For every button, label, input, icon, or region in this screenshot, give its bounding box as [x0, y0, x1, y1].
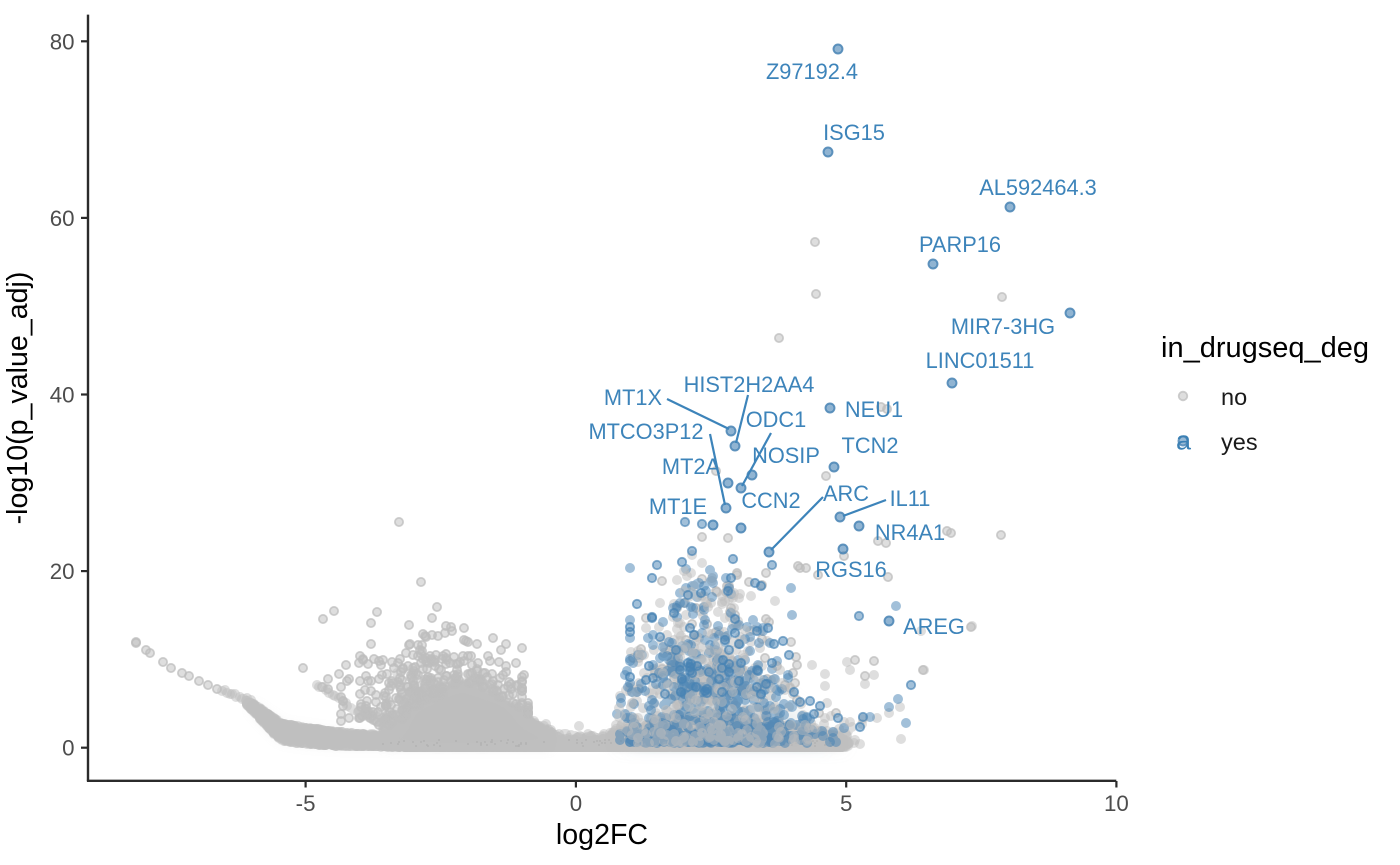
svg-text:Z97192.4: Z97192.4: [766, 59, 858, 84]
svg-text:TCN2: TCN2: [842, 433, 899, 458]
svg-text:MT1E: MT1E: [649, 494, 707, 519]
svg-text:MTCO3P12: MTCO3P12: [588, 419, 703, 444]
svg-text:10: 10: [1104, 791, 1129, 816]
svg-text:RGS16: RGS16: [815, 557, 886, 582]
svg-text:MIR7-3HG: MIR7-3HG: [951, 314, 1055, 339]
svg-text:MT1X: MT1X: [604, 385, 663, 410]
svg-text:MT2A: MT2A: [662, 454, 721, 479]
svg-text:ODC1: ODC1: [746, 407, 807, 432]
svg-text:20: 20: [50, 559, 75, 584]
svg-text:ISG15: ISG15: [823, 120, 885, 145]
svg-text:40: 40: [50, 383, 75, 408]
svg-text:80: 80: [50, 29, 75, 54]
svg-text:ARC: ARC: [823, 481, 869, 506]
svg-text:NR4A1: NR4A1: [875, 520, 945, 545]
svg-text:NEU1: NEU1: [845, 397, 903, 422]
svg-text:log2FC: log2FC: [556, 819, 648, 851]
svg-text:no: no: [1221, 384, 1247, 410]
svg-text:-log10(p_value_adj): -log10(p_value_adj): [2, 272, 34, 525]
svg-text:IL11: IL11: [890, 486, 931, 511]
svg-text:5: 5: [840, 791, 852, 816]
svg-text:in_drugseq_deg: in_drugseq_deg: [1161, 332, 1369, 364]
svg-text:NOSIP: NOSIP: [752, 443, 820, 468]
svg-text:LINC01511: LINC01511: [926, 348, 1035, 373]
svg-text:CCN2: CCN2: [741, 488, 800, 513]
svg-text:AL592464.3: AL592464.3: [979, 175, 1097, 200]
svg-text:yes: yes: [1221, 429, 1258, 455]
svg-text:0: 0: [570, 791, 582, 816]
svg-text:PARP16: PARP16: [919, 232, 1001, 257]
svg-text:a: a: [1176, 426, 1192, 456]
svg-text:HIST2H2AA4: HIST2H2AA4: [684, 372, 815, 397]
svg-text:AREG: AREG: [903, 614, 965, 639]
svg-text:0: 0: [62, 736, 74, 761]
svg-text:60: 60: [50, 206, 75, 231]
svg-text:-5: -5: [296, 791, 316, 816]
